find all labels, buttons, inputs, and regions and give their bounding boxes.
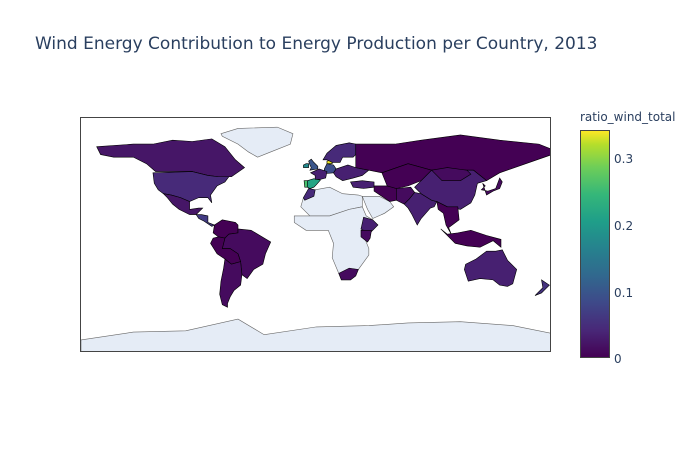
colorbar-title: ratio_wind_total [580, 110, 676, 124]
colorbar-tick: 0.2 [614, 219, 634, 233]
colorbar [580, 130, 610, 358]
colorbar-tick: 0.1 [614, 286, 634, 300]
country-south-africa[interactable] [339, 268, 359, 280]
country-ireland[interactable] [303, 164, 308, 168]
country-sub-saharan-africa[interactable] [294, 207, 373, 274]
country-argentina-chile[interactable] [220, 259, 242, 307]
country-indonesia[interactable] [441, 229, 501, 247]
country-southeast-asia[interactable] [437, 202, 459, 235]
colorbar-tick: 0.3 [614, 152, 634, 166]
country-kenya[interactable] [361, 230, 371, 242]
world-map[interactable] [80, 117, 551, 352]
country-arabian-peninsula[interactable] [362, 196, 393, 218]
country-scandinavia[interactable] [323, 143, 356, 163]
page-title: Wind Energy Contribution to Energy Produ… [35, 34, 598, 54]
country-peru-bolivia[interactable] [211, 237, 241, 264]
country-central-asia[interactable] [382, 164, 432, 189]
country-antarctica[interactable] [81, 319, 551, 352]
country-eastern-europe[interactable] [334, 165, 369, 181]
map-canvas[interactable] [81, 118, 551, 352]
country-australia[interactable] [464, 250, 516, 287]
country-morocco[interactable] [303, 189, 315, 201]
country-new-zealand[interactable] [535, 280, 549, 296]
country-united-kingdom[interactable] [309, 159, 318, 170]
country-mongolia[interactable] [432, 168, 471, 181]
region-layer [81, 127, 551, 352]
country-india[interactable] [404, 192, 437, 225]
country-greenland[interactable] [221, 127, 293, 157]
country-portugal[interactable] [304, 181, 307, 188]
country-turkey[interactable] [351, 181, 375, 189]
country-japan-korea[interactable] [481, 178, 502, 195]
country-canada[interactable] [97, 139, 245, 177]
country-france[interactable] [311, 169, 327, 179]
colorbar-tick: 0 [614, 352, 622, 366]
country-mexico[interactable] [163, 194, 202, 215]
